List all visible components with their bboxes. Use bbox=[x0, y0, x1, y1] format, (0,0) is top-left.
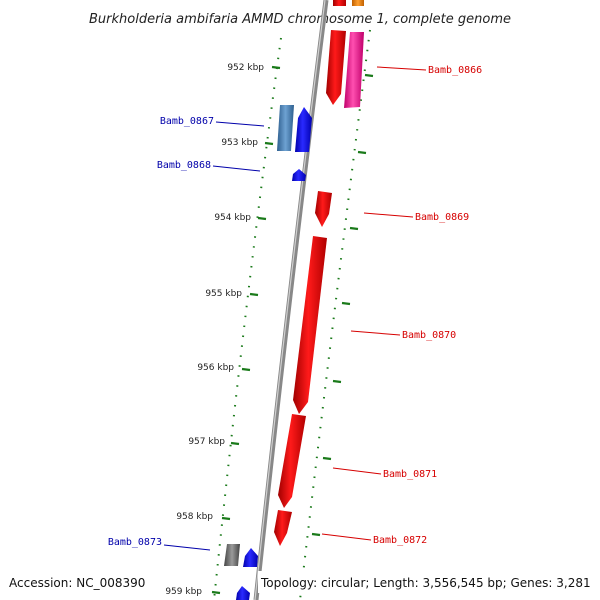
leader-line-bamb-0870 bbox=[350, 330, 401, 336]
gene-arrow-bamb-0866-a[interactable] bbox=[326, 30, 346, 105]
tick-mark bbox=[249, 292, 259, 297]
tick-mark bbox=[364, 73, 374, 78]
leader-line-bamb-0867 bbox=[215, 121, 265, 127]
tick-label: 953 kbp bbox=[221, 138, 258, 148]
leader-line-bamb-0868 bbox=[212, 165, 261, 172]
tick-mark bbox=[211, 590, 221, 595]
leader-line-bamb-0871 bbox=[332, 467, 382, 475]
gene-label-bamb-0873[interactable]: Bamb_0873 bbox=[108, 537, 162, 548]
tick-mark bbox=[311, 532, 321, 537]
outer-tick-marks bbox=[311, 73, 374, 537]
gene-label-bamb-0868[interactable]: Bamb_0868 bbox=[157, 160, 211, 171]
tick-label: 956 kbp bbox=[197, 363, 234, 373]
reverse-genes bbox=[224, 105, 312, 600]
tick-mark bbox=[241, 367, 251, 372]
gene-arrow-bamb-0873[interactable] bbox=[243, 548, 258, 567]
accession-text: Accession: NC_008390 bbox=[9, 576, 145, 590]
forward-genes bbox=[274, 0, 364, 546]
tick-mark bbox=[332, 379, 342, 384]
tick-label: 954 kbp bbox=[214, 213, 251, 223]
gene-labels: Bamb_0866 Bamb_0867 Bamb_0868 Bamb_0869 … bbox=[108, 65, 482, 551]
tick-label: 958 kbp bbox=[176, 512, 213, 522]
leader-line-bamb-0869 bbox=[363, 212, 414, 218]
gene-partial-orange[interactable] bbox=[352, 0, 364, 6]
tick-mark bbox=[349, 226, 359, 231]
tick-mark bbox=[357, 150, 367, 155]
tick-label: 955 kbp bbox=[205, 289, 242, 299]
gene-partial-red[interactable] bbox=[333, 0, 346, 6]
footer-right-backdrop bbox=[258, 571, 600, 593]
map-title: Burkholderia ambifaria AMMD chromosome 1… bbox=[89, 12, 511, 27]
gene-label-bamb-0870[interactable]: Bamb_0870 bbox=[402, 330, 456, 341]
leader-line-bamb-0873 bbox=[163, 544, 211, 551]
tick-mark bbox=[264, 141, 274, 146]
tick-label: 959 kbp bbox=[165, 587, 202, 597]
gene-label-bamb-0869[interactable]: Bamb_0869 bbox=[415, 212, 469, 223]
gene-arrow-bamb-0866[interactable] bbox=[344, 32, 364, 108]
tick-mark bbox=[230, 441, 240, 446]
gene-arrow-bamb-0867[interactable] bbox=[295, 107, 312, 152]
gene-arrow-bamb-0872[interactable] bbox=[274, 510, 292, 546]
gene-block-bamb-0873[interactable] bbox=[224, 544, 240, 566]
gene-arrow-bamb-0868[interactable] bbox=[292, 169, 306, 181]
gene-label-bamb-0867[interactable]: Bamb_0867 bbox=[160, 116, 214, 127]
tick-label: 952 kbp bbox=[227, 63, 264, 73]
chromosome-backbone-highlight bbox=[254, 0, 326, 600]
tick-marks bbox=[211, 65, 281, 595]
gene-block-bamb-0867[interactable] bbox=[277, 105, 294, 151]
gene-arrow-bamb-0869[interactable] bbox=[315, 191, 332, 227]
tick-mark bbox=[221, 516, 231, 521]
tick-mark bbox=[322, 456, 332, 461]
gene-arrow-bamb-0871[interactable] bbox=[278, 414, 306, 508]
gene-label-bamb-0871[interactable]: Bamb_0871 bbox=[383, 469, 437, 480]
tick-label: 957 kbp bbox=[188, 437, 225, 447]
topology-text: Topology: circular; Length: 3,556,545 bp… bbox=[260, 576, 591, 590]
gene-label-bamb-0872[interactable]: Bamb_0872 bbox=[373, 535, 427, 546]
gene-label-bamb-0866[interactable]: Bamb_0866 bbox=[428, 65, 482, 76]
outer-dotted-track bbox=[299, 29, 371, 600]
gene-partial-blue[interactable] bbox=[236, 586, 250, 600]
leader-line-bamb-0866 bbox=[376, 66, 427, 71]
chromosome-backbone bbox=[253, 0, 329, 600]
tick-labels: 952 kbp 953 kbp 954 kbp 955 kbp 956 kbp … bbox=[165, 63, 264, 597]
tick-mark bbox=[257, 216, 267, 221]
tick-mark bbox=[341, 301, 351, 306]
gene-arrow-bamb-0870[interactable] bbox=[293, 236, 327, 414]
tick-mark bbox=[271, 65, 281, 70]
leader-line-bamb-0872 bbox=[321, 533, 372, 541]
